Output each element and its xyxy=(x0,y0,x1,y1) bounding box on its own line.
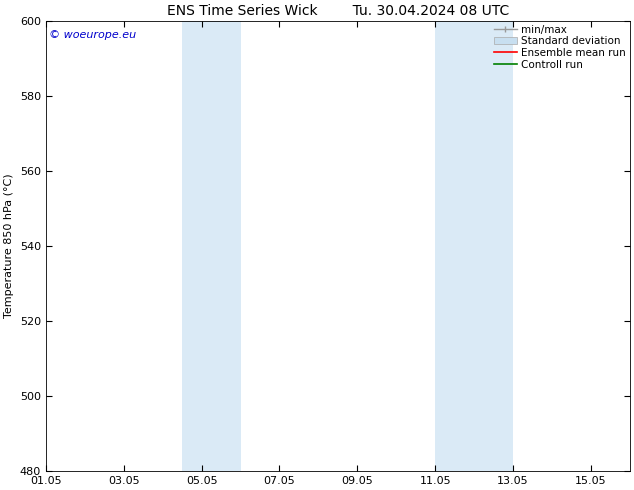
Y-axis label: Temperature 850 hPa (°C): Temperature 850 hPa (°C) xyxy=(4,173,14,318)
Bar xyxy=(435,21,513,471)
Bar xyxy=(182,21,240,471)
Title: ENS Time Series Wick        Tu. 30.04.2024 08 UTC: ENS Time Series Wick Tu. 30.04.2024 08 U… xyxy=(167,4,509,18)
Legend: min/max, Standard deviation, Ensemble mean run, Controll run: min/max, Standard deviation, Ensemble me… xyxy=(492,23,628,72)
Text: © woeurope.eu: © woeurope.eu xyxy=(49,30,136,40)
